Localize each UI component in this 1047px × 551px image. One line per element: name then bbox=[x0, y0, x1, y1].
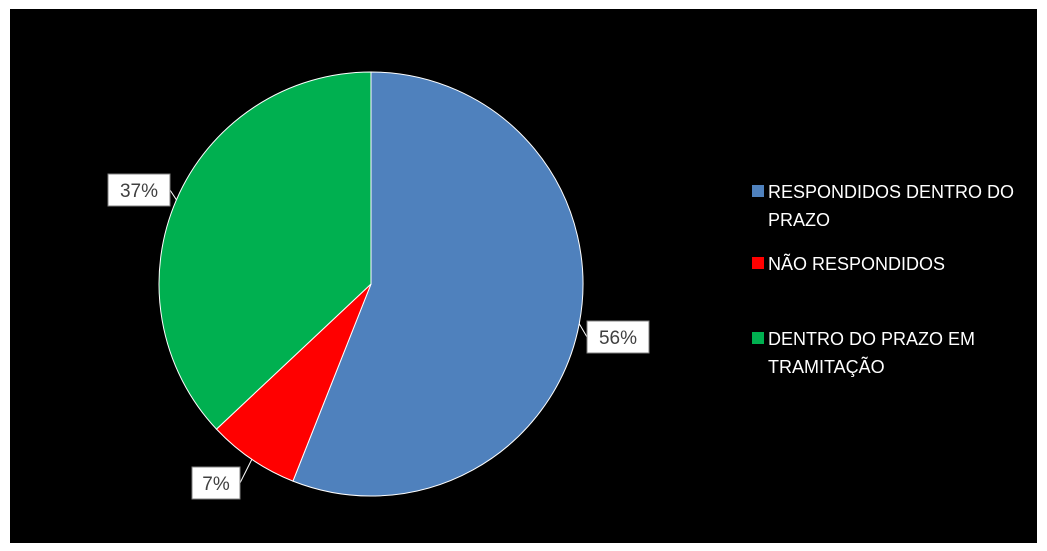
legend-label: RESPONDIDOS DENTRO DO bbox=[768, 182, 1014, 202]
legend-label: TRAMITAÇÃO bbox=[768, 356, 885, 377]
leader-line bbox=[239, 459, 253, 484]
pie-slice bbox=[292, 71, 584, 497]
legend-swatch bbox=[752, 185, 764, 197]
data-label: 37% bbox=[120, 181, 158, 202]
pie-slice bbox=[158, 71, 372, 430]
data-label-box bbox=[191, 466, 241, 500]
legend-label: NÃO RESPONDIDOS bbox=[768, 253, 945, 274]
data-label: 56% bbox=[599, 328, 637, 349]
legend-label: DENTRO DO PRAZO EM bbox=[768, 329, 975, 349]
legend-swatch bbox=[752, 332, 764, 344]
data-label-box bbox=[107, 173, 171, 207]
leader-line bbox=[578, 323, 588, 338]
data-label-box bbox=[586, 320, 650, 354]
legend-label: PRAZO bbox=[768, 210, 830, 230]
leader-line bbox=[169, 189, 177, 201]
data-label: 7% bbox=[202, 474, 230, 495]
legend-swatch bbox=[752, 257, 764, 269]
